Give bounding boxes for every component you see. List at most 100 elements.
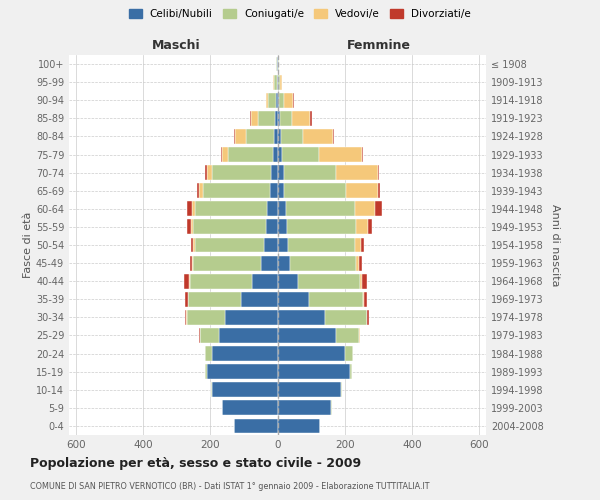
Bar xyxy=(191,220,193,234)
Bar xyxy=(292,111,310,126)
Bar xyxy=(277,382,341,397)
Bar xyxy=(185,292,188,306)
Bar xyxy=(278,74,280,90)
Bar xyxy=(281,147,319,162)
Bar xyxy=(335,165,378,180)
Bar xyxy=(251,111,258,126)
Bar xyxy=(268,202,277,216)
Bar xyxy=(277,238,287,252)
Bar xyxy=(234,129,235,144)
Bar xyxy=(277,400,331,415)
Bar xyxy=(271,165,277,180)
Bar xyxy=(290,256,356,270)
Bar xyxy=(199,328,200,343)
Bar xyxy=(187,220,191,234)
Bar xyxy=(277,274,298,288)
Bar xyxy=(375,202,382,216)
Bar xyxy=(234,418,277,434)
Bar xyxy=(241,292,277,306)
Bar xyxy=(203,184,270,198)
Bar xyxy=(368,220,371,234)
Bar xyxy=(356,256,359,270)
Text: Femmine: Femmine xyxy=(346,40,410,52)
Bar xyxy=(187,310,226,325)
Bar xyxy=(218,328,277,343)
Bar xyxy=(212,165,271,180)
Bar xyxy=(287,238,355,252)
Bar xyxy=(200,328,218,343)
Bar xyxy=(277,129,281,144)
Bar xyxy=(277,147,281,162)
Y-axis label: Anni di nascita: Anni di nascita xyxy=(550,204,560,286)
Bar xyxy=(207,364,277,379)
Bar xyxy=(212,382,277,397)
Bar xyxy=(363,292,364,306)
Bar xyxy=(191,238,193,252)
Bar xyxy=(205,346,212,361)
Bar xyxy=(222,147,228,162)
Bar xyxy=(268,93,276,108)
Bar xyxy=(277,93,279,108)
Bar xyxy=(258,111,275,126)
Bar xyxy=(281,129,303,144)
Bar xyxy=(193,238,195,252)
Bar xyxy=(303,129,333,144)
Bar xyxy=(274,147,277,162)
Bar xyxy=(245,129,274,144)
Bar xyxy=(277,328,337,343)
Bar xyxy=(187,202,192,216)
Bar xyxy=(228,147,274,162)
Bar xyxy=(264,238,277,252)
Bar xyxy=(275,111,277,126)
Bar xyxy=(378,165,379,180)
Bar xyxy=(325,310,367,325)
Text: Popolazione per età, sesso e stato civile - 2009: Popolazione per età, sesso e stato civil… xyxy=(30,458,361,470)
Bar xyxy=(277,292,310,306)
Bar xyxy=(192,202,195,216)
Bar xyxy=(337,328,359,343)
Bar xyxy=(364,292,367,306)
Bar xyxy=(250,111,251,126)
Bar xyxy=(270,184,277,198)
Bar xyxy=(284,184,346,198)
Bar xyxy=(226,310,277,325)
Bar xyxy=(212,346,277,361)
Bar xyxy=(355,202,375,216)
Bar xyxy=(379,184,380,198)
Bar xyxy=(277,111,280,126)
Bar xyxy=(362,274,367,288)
Bar xyxy=(190,256,193,270)
Bar xyxy=(277,310,325,325)
Bar xyxy=(197,184,199,198)
Bar xyxy=(184,274,190,288)
Bar xyxy=(207,165,212,180)
Bar xyxy=(360,274,362,288)
Bar xyxy=(298,274,360,288)
Bar xyxy=(280,74,282,90)
Bar xyxy=(199,184,203,198)
Bar xyxy=(284,93,293,108)
Bar xyxy=(279,93,284,108)
Bar xyxy=(287,220,356,234)
Bar xyxy=(277,184,284,198)
Bar xyxy=(266,93,268,108)
Bar xyxy=(276,93,277,108)
Bar xyxy=(193,220,266,234)
Bar xyxy=(362,147,363,162)
Bar xyxy=(286,202,355,216)
Bar xyxy=(319,147,362,162)
Bar xyxy=(359,256,362,270)
Bar xyxy=(266,220,277,234)
Bar xyxy=(274,129,277,144)
Bar xyxy=(195,238,264,252)
Legend: Celibi/Nubili, Coniugati/e, Vedovi/e, Divorziati/e: Celibi/Nubili, Coniugati/e, Vedovi/e, Di… xyxy=(125,5,475,24)
Bar xyxy=(284,165,335,180)
Bar xyxy=(310,292,363,306)
Bar xyxy=(235,129,245,144)
Bar xyxy=(277,364,350,379)
Y-axis label: Fasce di età: Fasce di età xyxy=(23,212,33,278)
Bar xyxy=(274,74,277,90)
Bar xyxy=(260,256,277,270)
Bar xyxy=(185,310,187,325)
Bar xyxy=(277,346,345,361)
